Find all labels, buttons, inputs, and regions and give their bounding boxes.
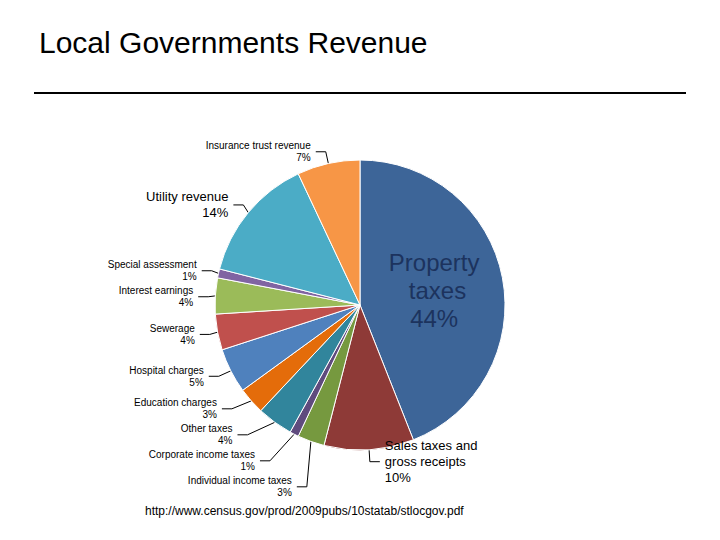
- svg-text:3%: 3%: [277, 487, 292, 498]
- svg-text:44%: 44%: [410, 305, 458, 332]
- svg-text:Education charges: Education charges: [134, 397, 217, 408]
- svg-text:Interest earnings: Interest earnings: [119, 285, 194, 296]
- svg-text:7%: 7%: [296, 152, 311, 163]
- svg-text:1%: 1%: [241, 461, 256, 472]
- svg-text:Utility revenue: Utility revenue: [146, 189, 228, 204]
- svg-text:Individual income taxes: Individual income taxes: [188, 475, 292, 486]
- svg-text:1%: 1%: [182, 271, 197, 282]
- svg-text:14%: 14%: [202, 205, 228, 220]
- svg-text:Special assessment: Special assessment: [108, 259, 197, 270]
- svg-text:Sewerage: Sewerage: [150, 323, 195, 334]
- svg-text:gross receipts: gross receipts: [385, 454, 466, 469]
- svg-text:3%: 3%: [202, 409, 217, 420]
- svg-text:http://www.census.gov/prod/200: http://www.census.gov/prod/2009pubs/10st…: [145, 504, 464, 518]
- svg-text:Property: Property: [389, 249, 480, 276]
- svg-text:Insurance trust revenue: Insurance trust revenue: [206, 140, 311, 151]
- svg-text:taxes: taxes: [402, 277, 466, 304]
- svg-text:Sales taxes and: Sales taxes and: [385, 438, 481, 453]
- svg-text:Local Governments Revenue: Local Governments Revenue: [39, 26, 428, 59]
- svg-text:Corporate income taxes: Corporate income taxes: [149, 449, 255, 460]
- svg-text:4%: 4%: [180, 335, 195, 346]
- svg-text:4%: 4%: [218, 435, 233, 446]
- svg-text:Other taxes: Other taxes: [181, 423, 233, 434]
- svg-text:5%: 5%: [189, 377, 204, 388]
- svg-text:Hospital charges: Hospital charges: [129, 365, 203, 376]
- svg-text:4%: 4%: [179, 297, 194, 308]
- svg-text:10%: 10%: [385, 470, 411, 485]
